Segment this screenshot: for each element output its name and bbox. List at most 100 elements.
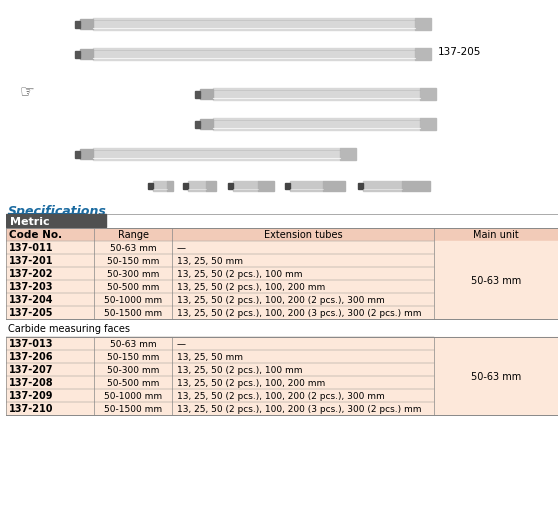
Bar <box>153 182 166 192</box>
Bar <box>172 254 434 267</box>
Text: 50-63 mm: 50-63 mm <box>110 340 156 348</box>
Bar <box>420 119 436 131</box>
Bar <box>323 182 345 192</box>
Bar <box>94 229 172 242</box>
Bar <box>93 149 340 161</box>
Bar <box>172 402 434 415</box>
Text: 13, 25, 50 mm: 13, 25, 50 mm <box>177 257 243 266</box>
Bar <box>75 21 80 29</box>
Bar <box>6 337 94 350</box>
Bar <box>363 182 402 192</box>
Text: Metric: Metric <box>9 216 49 227</box>
Text: Specifications: Specifications <box>8 205 107 217</box>
Bar <box>94 402 172 415</box>
Bar <box>172 376 434 389</box>
Bar <box>80 49 93 60</box>
Bar <box>75 51 80 59</box>
Text: 50-150 mm: 50-150 mm <box>107 257 159 266</box>
Text: 137-202: 137-202 <box>8 269 53 279</box>
Text: 50-1000 mm: 50-1000 mm <box>104 295 162 304</box>
Text: 13, 25, 50 (2 pcs.), 100, 200 mm: 13, 25, 50 (2 pcs.), 100, 200 mm <box>177 282 325 292</box>
Text: 50-1500 mm: 50-1500 mm <box>104 404 162 413</box>
Text: 13, 25, 50 mm: 13, 25, 50 mm <box>177 352 243 361</box>
Text: 137-206: 137-206 <box>8 352 53 362</box>
Bar <box>148 184 153 190</box>
Bar <box>93 19 415 31</box>
Text: —: — <box>177 243 186 252</box>
Bar <box>183 184 188 190</box>
Text: 137-205: 137-205 <box>438 47 482 57</box>
Bar <box>6 389 94 402</box>
Bar <box>172 280 434 293</box>
Bar <box>6 376 94 389</box>
Bar <box>434 242 558 319</box>
Bar <box>6 402 94 415</box>
Bar <box>172 293 434 306</box>
Text: Extension tubes: Extension tubes <box>263 230 342 240</box>
Text: 137-203: 137-203 <box>8 282 53 292</box>
Bar <box>6 350 94 363</box>
Text: 137-201: 137-201 <box>8 256 53 266</box>
Text: 13, 25, 50 (2 pcs.), 100 mm: 13, 25, 50 (2 pcs.), 100 mm <box>177 269 302 278</box>
Text: 137-207: 137-207 <box>8 365 53 375</box>
Text: 50-150 mm: 50-150 mm <box>107 352 159 361</box>
Bar <box>93 48 415 61</box>
Bar <box>290 182 323 192</box>
Bar <box>94 254 172 267</box>
Bar <box>415 48 431 61</box>
Text: 50-63 mm: 50-63 mm <box>471 371 521 381</box>
Bar <box>94 306 172 319</box>
Text: 13, 25, 50 (2 pcs.), 100, 200 (2 pcs.), 300 mm: 13, 25, 50 (2 pcs.), 100, 200 (2 pcs.), … <box>177 295 384 304</box>
Bar <box>94 363 172 376</box>
Text: Range: Range <box>118 230 148 240</box>
Text: 50-500 mm: 50-500 mm <box>107 378 159 387</box>
Bar <box>172 389 434 402</box>
Text: 50-63 mm: 50-63 mm <box>110 243 156 252</box>
Text: 50-300 mm: 50-300 mm <box>107 269 159 278</box>
Bar <box>94 242 172 254</box>
Bar <box>213 119 420 131</box>
Text: 137-210: 137-210 <box>8 404 53 414</box>
Text: 50-1500 mm: 50-1500 mm <box>104 308 162 318</box>
Bar <box>6 267 94 280</box>
Bar <box>420 89 436 101</box>
Bar <box>358 184 363 190</box>
Bar <box>172 242 434 254</box>
Bar <box>6 215 107 228</box>
Bar <box>94 267 172 280</box>
Bar <box>6 306 94 319</box>
Bar <box>6 242 94 254</box>
Text: 13, 25, 50 (2 pcs.), 100, 200 (3 pcs.), 300 (2 pcs.) mm: 13, 25, 50 (2 pcs.), 100, 200 (3 pcs.), … <box>177 308 421 318</box>
Bar <box>402 182 430 192</box>
Bar <box>94 350 172 363</box>
Bar <box>94 293 172 306</box>
Text: 137-209: 137-209 <box>8 391 53 401</box>
Text: 13, 25, 50 (2 pcs.), 100, 200 (2 pcs.), 300 mm: 13, 25, 50 (2 pcs.), 100, 200 (2 pcs.), … <box>177 391 384 400</box>
Text: —: — <box>177 340 186 348</box>
Bar <box>172 267 434 280</box>
Bar <box>172 363 434 376</box>
Text: 50-1000 mm: 50-1000 mm <box>104 391 162 400</box>
Bar <box>200 90 213 100</box>
Bar <box>434 337 558 415</box>
Bar <box>195 121 200 128</box>
Bar <box>258 182 274 192</box>
Bar <box>75 151 80 158</box>
Bar <box>285 184 290 190</box>
Bar <box>80 149 93 160</box>
Bar <box>80 20 93 30</box>
Bar <box>188 182 206 192</box>
Bar <box>172 350 434 363</box>
Bar <box>233 182 258 192</box>
Text: 137-208: 137-208 <box>8 378 53 388</box>
Text: 50-300 mm: 50-300 mm <box>107 365 159 374</box>
Text: 13, 25, 50 (2 pcs.), 100, 200 mm: 13, 25, 50 (2 pcs.), 100, 200 mm <box>177 378 325 387</box>
Bar <box>172 337 434 350</box>
Bar <box>94 280 172 293</box>
Text: 137-205: 137-205 <box>8 308 53 318</box>
Bar <box>6 293 94 306</box>
Bar <box>172 306 434 319</box>
Bar <box>6 363 94 376</box>
Bar <box>172 229 434 242</box>
Bar <box>94 337 172 350</box>
